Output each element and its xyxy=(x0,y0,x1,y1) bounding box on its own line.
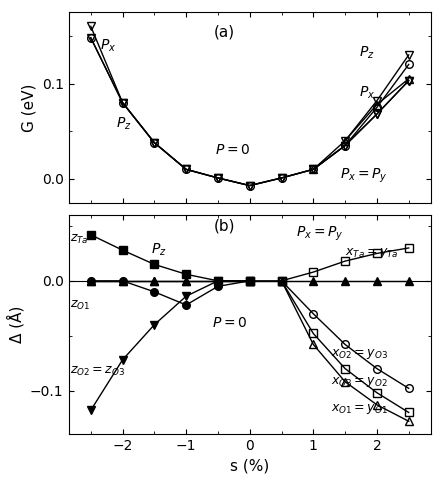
Text: $z_{O1}$: $z_{O1}$ xyxy=(70,299,91,312)
Text: $x_{O1} = y_{O1}$: $x_{O1} = y_{O1}$ xyxy=(331,402,388,416)
Text: (a): (a) xyxy=(213,25,235,40)
Text: $z_{Ta}$: $z_{Ta}$ xyxy=(70,233,89,246)
Y-axis label: G (eV): G (eV) xyxy=(21,83,36,132)
Text: $z_{O2} = z_{O3}$: $z_{O2} = z_{O3}$ xyxy=(70,365,126,378)
Text: (b): (b) xyxy=(213,218,235,233)
Text: $P_z$: $P_z$ xyxy=(116,115,132,132)
Text: $P_z$: $P_z$ xyxy=(151,242,167,258)
Text: $x_{O3} = y_{O2}$: $x_{O3} = y_{O2}$ xyxy=(331,375,388,389)
Text: $P_x$: $P_x$ xyxy=(359,85,375,101)
Text: $P = 0$: $P = 0$ xyxy=(215,144,250,157)
Text: $P = 0$: $P = 0$ xyxy=(212,315,247,330)
X-axis label: s (%): s (%) xyxy=(230,459,269,474)
Y-axis label: Δ (Å): Δ (Å) xyxy=(7,306,24,343)
Text: $x_{Ta} = y_{Ta}$: $x_{Ta} = y_{Ta}$ xyxy=(345,246,399,261)
Text: $P_z$: $P_z$ xyxy=(359,45,375,61)
Text: $x_{O2} = y_{O3}$: $x_{O2} = y_{O3}$ xyxy=(331,348,388,361)
Text: $P_x$: $P_x$ xyxy=(100,37,117,54)
Text: $P_x = P_y$: $P_x = P_y$ xyxy=(296,225,343,243)
Text: $P_x = P_y$: $P_x = P_y$ xyxy=(340,167,388,185)
